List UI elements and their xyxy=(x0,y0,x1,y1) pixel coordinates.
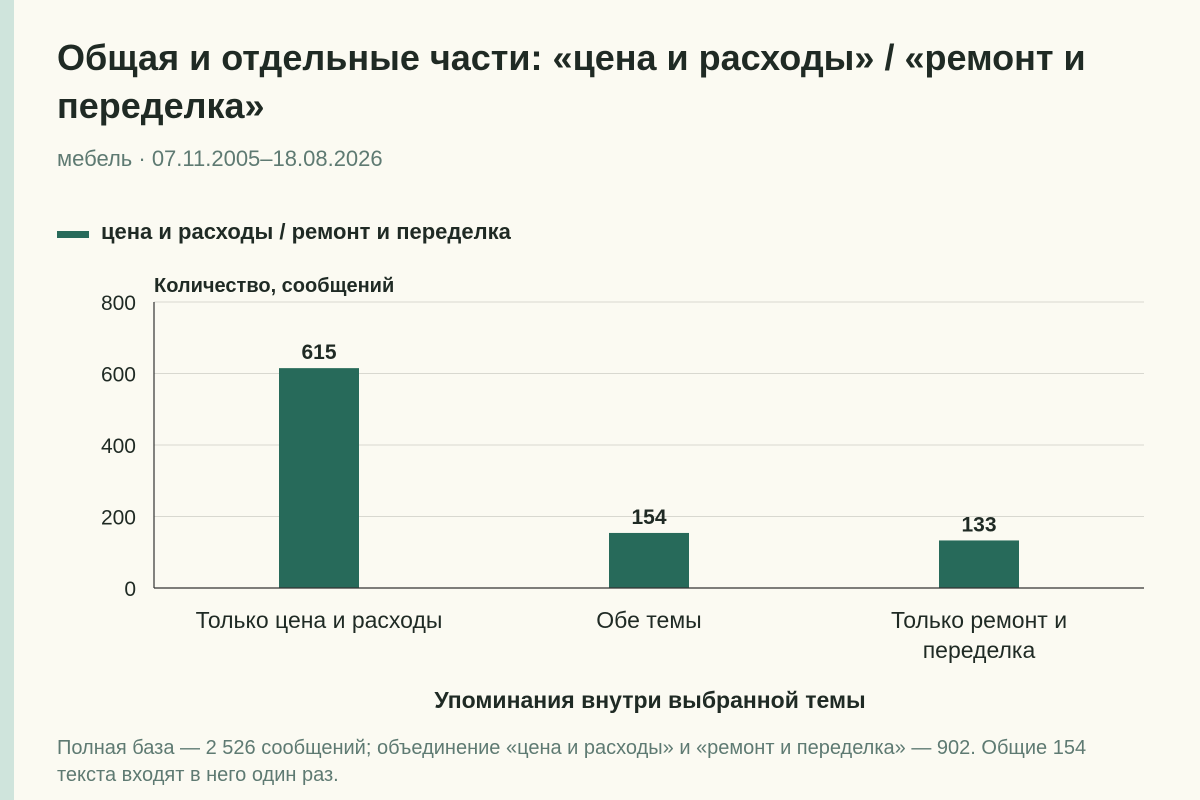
legend: цена и расходы / ремонт и переделка xyxy=(57,219,511,245)
chart-subtitle: мебель · 07.11.2005–18.08.2026 xyxy=(57,146,383,171)
bar xyxy=(279,368,359,588)
bars xyxy=(279,368,1019,588)
category-label: Обе темы xyxy=(596,607,701,633)
bar xyxy=(939,540,1019,588)
y-tick-label: 800 xyxy=(101,292,136,315)
chart-title: Общая и отдельные части: «цена и расходы… xyxy=(57,37,1086,126)
data-label: 615 xyxy=(301,341,336,364)
bar xyxy=(609,532,689,588)
legend-swatch xyxy=(57,230,89,238)
x-axis-label: Упоминания внутри выбранной темы xyxy=(434,687,865,713)
y-axis-ticks: 0 200 400 600 800 xyxy=(101,292,136,601)
accent-stripe xyxy=(0,0,14,800)
y-tick-label: 600 xyxy=(101,364,136,387)
footnote: Полная база — 2 526 сообщений; объединен… xyxy=(57,737,1087,786)
category-labels: Только цена и расходы Обе темы Только ремо… xyxy=(196,607,1067,663)
category-label: Только ремонт и переделка xyxy=(891,607,1067,663)
data-label: 133 xyxy=(961,513,996,536)
data-labels: 615 154 133 xyxy=(301,341,996,536)
data-label: 154 xyxy=(631,506,666,529)
y-tick-label: 0 xyxy=(124,578,136,601)
y-axis-label: Количество, сообщений xyxy=(154,275,394,297)
y-tick-label: 200 xyxy=(101,507,136,530)
category-label: Только цена и расходы xyxy=(196,607,443,633)
y-tick-label: 400 xyxy=(101,435,136,458)
legend-label: цена и расходы / ремонт и переделка xyxy=(101,219,511,244)
